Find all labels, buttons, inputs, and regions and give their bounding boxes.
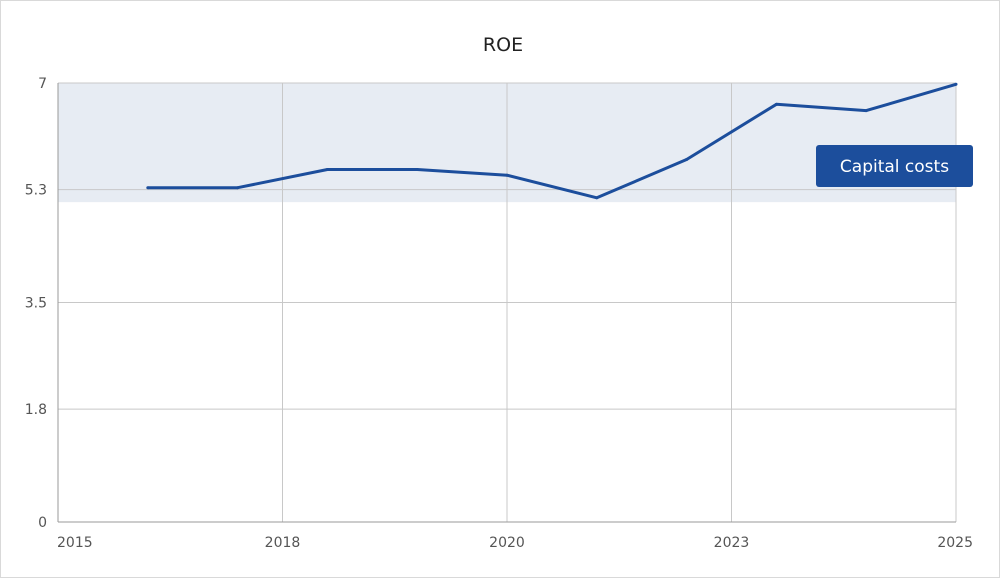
data-point — [685, 158, 689, 162]
capital-costs-badge: Capital costs — [816, 145, 973, 187]
data-point — [415, 168, 419, 172]
data-point — [146, 186, 150, 190]
x-tick-label: 2023 — [714, 535, 750, 551]
x-tick-label: 2018 — [265, 535, 301, 551]
x-axis-ticks: 2015 2018 2020 2023 2025 — [57, 535, 973, 551]
capital-costs-label: Capital costs — [840, 157, 949, 177]
axis-lines — [57, 83, 956, 523]
x-tick-label: 2025 — [937, 535, 973, 551]
y-tick-label: 1.8 — [25, 402, 47, 418]
data-point — [236, 186, 240, 190]
x-tick-label: 2020 — [489, 535, 525, 551]
data-point — [954, 82, 958, 86]
capital-costs-badge-bg — [816, 145, 973, 187]
data-point — [325, 168, 329, 172]
data-point — [505, 173, 509, 177]
chart-title: ROE — [483, 34, 523, 56]
x-tick-label: 2015 — [57, 535, 93, 551]
series-points — [146, 82, 958, 200]
roe-series-line — [147, 82, 957, 200]
data-point — [864, 109, 868, 113]
y-tick-label: 0 — [38, 515, 47, 531]
grid-lines — [57, 82, 957, 523]
y-tick-label: 7 — [38, 76, 47, 92]
data-point — [774, 102, 778, 106]
y-tick-label: 5.3 — [25, 183, 47, 199]
data-point — [595, 196, 599, 200]
y-tick-label: 3.5 — [25, 296, 47, 312]
y-axis-ticks: 7 5.3 3.5 1.8 0 — [25, 76, 47, 531]
